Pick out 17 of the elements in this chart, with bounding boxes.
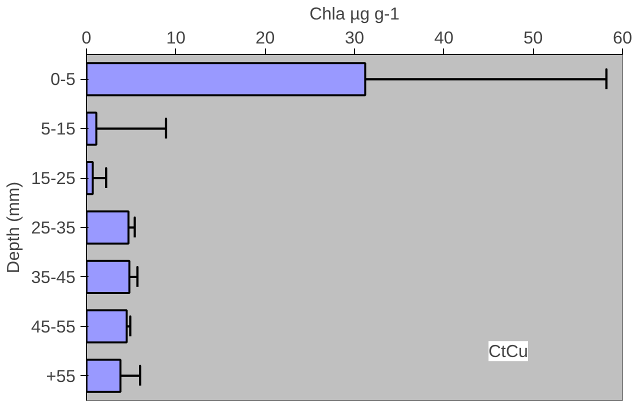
x-tick-label: 10 (166, 28, 186, 48)
x-tick-label: 20 (256, 28, 275, 48)
x-tick-label: 40 (434, 28, 454, 48)
y-tick-label: 0-5 (50, 69, 76, 90)
y-tick-label: 35-45 (31, 266, 76, 287)
x-tick-label: 50 (524, 28, 543, 48)
y-axis-title: Depth (mm) (3, 182, 24, 274)
y-tick-label: 45-55 (31, 316, 76, 336)
y-tick-label: 5-15 (40, 118, 76, 139)
y-tick-label: 15-25 (31, 168, 76, 188)
x-axis-title: Chla µg g-1 (310, 4, 400, 24)
y-tick-label: +55 (46, 366, 76, 386)
annotation: CtCu (488, 341, 528, 362)
y-tick-label: 25-35 (31, 218, 76, 238)
x-tick-label: 30 (344, 28, 364, 48)
x-tick-label: 60 (612, 28, 632, 48)
x-tick-label: 0 (82, 28, 92, 48)
